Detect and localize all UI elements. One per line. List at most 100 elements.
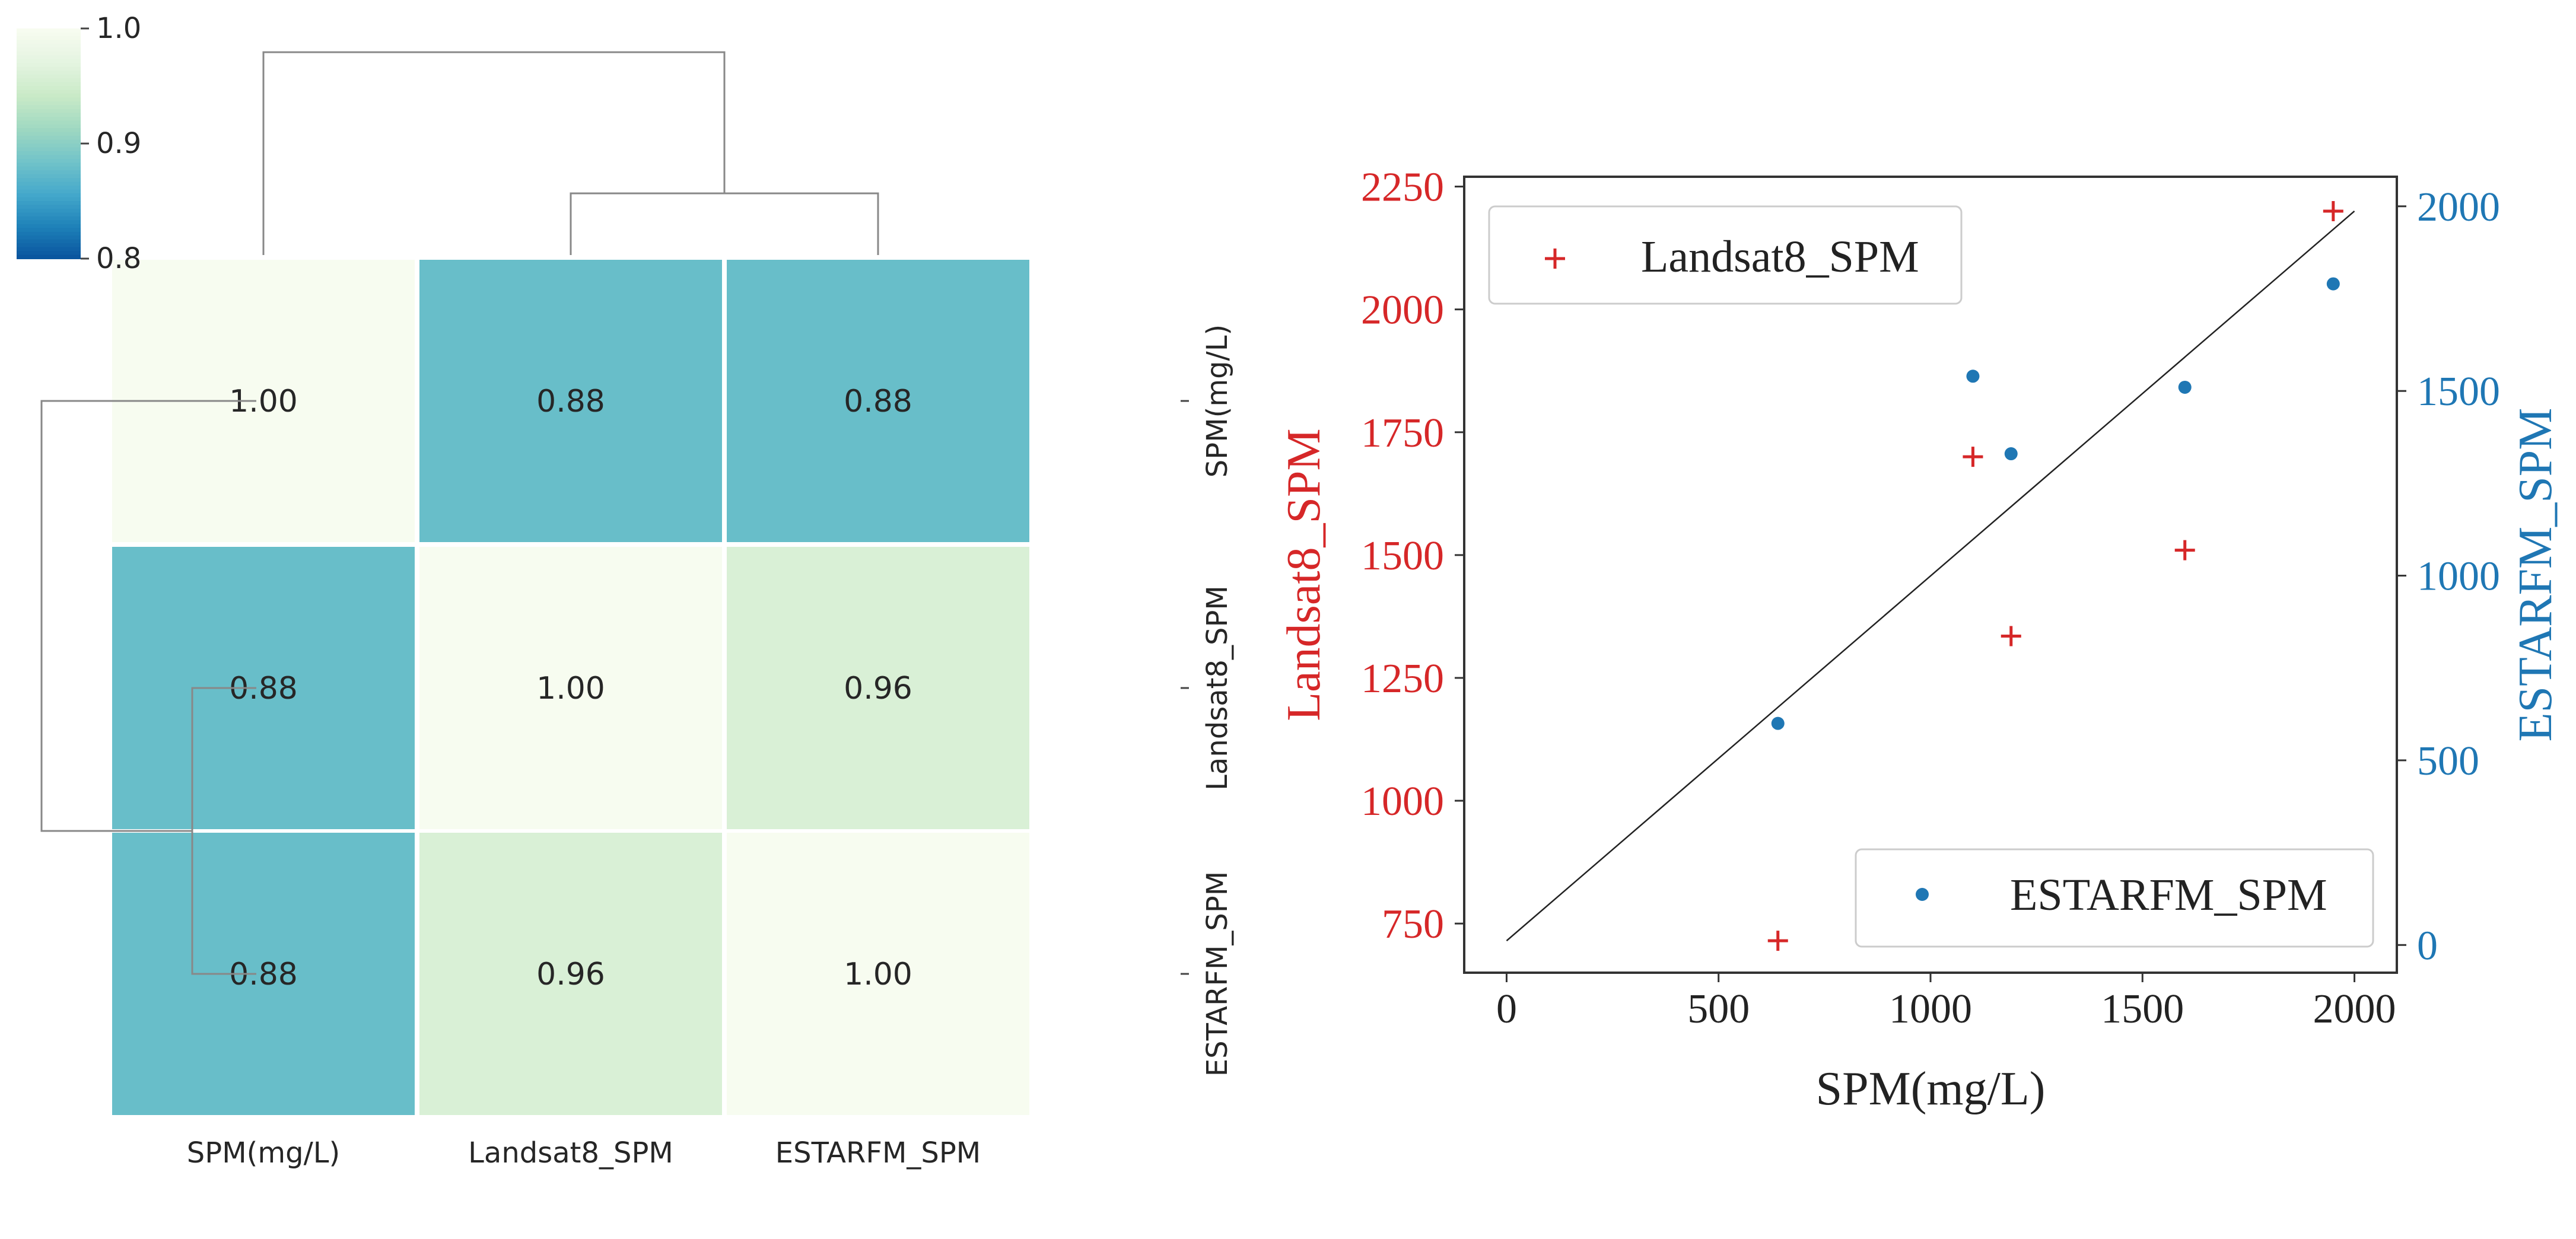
- legend-label: ESTARFM_SPM: [2010, 870, 2327, 920]
- left-dendrogram-link: [40, 400, 256, 832]
- colorbar-segment: [17, 251, 81, 256]
- x-tick-label: 0: [1496, 986, 1517, 1032]
- heatmap-x-tick-label: ESTARFM_SPM: [775, 1136, 981, 1170]
- y-left-tick-label: 1750: [1361, 410, 1444, 456]
- estarfm-point: [1771, 716, 1785, 730]
- heatmap-cell: [112, 833, 415, 1115]
- colorbar-segment: [17, 205, 81, 209]
- colorbar-segment: [17, 155, 81, 160]
- colorbar-segment: [17, 254, 81, 259]
- colorbar-segment: [17, 63, 81, 68]
- y-right-tick-label: 0: [2417, 923, 2438, 969]
- colorbar-segment: [17, 116, 81, 122]
- legend-label: Landsat8_SPM: [1641, 232, 1919, 282]
- colorbar-segment: [17, 216, 81, 221]
- colorbar-segment: [17, 220, 81, 225]
- colorbar-segment: [17, 174, 81, 179]
- y-right-tick-label: 500: [2417, 738, 2479, 784]
- colorbar-segment: [17, 74, 81, 79]
- estarfm-point: [1966, 370, 1980, 383]
- landsat8-point: [1767, 931, 1788, 951]
- y-left-tick-label: 2000: [1361, 288, 1444, 333]
- colorbar-segment: [17, 136, 81, 141]
- colorbar-segment: [17, 101, 81, 106]
- colorbar-segment: [17, 139, 81, 144]
- colorbar-segment: [17, 212, 81, 217]
- colorbar-segment: [17, 43, 81, 49]
- cell-value-label: 0.88: [844, 384, 912, 419]
- colorbar-tick-label: 0.9: [96, 127, 141, 160]
- colorbar-segment: [17, 120, 81, 125]
- colorbar-segment: [17, 235, 81, 240]
- colorbar-segment: [17, 109, 81, 114]
- fit-line: [1506, 211, 2355, 942]
- colorbar-segment: [17, 59, 81, 64]
- colorbar-segment: [17, 239, 81, 244]
- colorbar-segment: [17, 181, 81, 187]
- heatmap-cell: [727, 833, 1029, 1115]
- colorbar-segment: [17, 151, 81, 156]
- colorbar-segment: [17, 71, 81, 75]
- colorbar-segment: [17, 224, 81, 229]
- colorbar-segment: [17, 231, 81, 237]
- y-left-tick-label: 1500: [1361, 533, 1444, 579]
- estarfm-point: [2178, 380, 2192, 394]
- colorbar-segment: [17, 163, 81, 167]
- heatmap-cell: [419, 547, 722, 829]
- colorbar-segment: [17, 193, 81, 198]
- colorbar-segment: [17, 55, 81, 60]
- y-right-tick-label: 1000: [2417, 554, 2500, 600]
- y-right-axis-label: ESTARFM_SPM: [2510, 408, 2562, 742]
- colorbar-segment: [17, 158, 81, 164]
- colorbar-segment: [17, 90, 81, 94]
- landsat8-point: [2001, 626, 2021, 646]
- heatmap-y-tick-label: Landsat8_SPM: [1201, 585, 1234, 791]
- colorbar-segment: [17, 66, 81, 72]
- colorbar-segment: [17, 201, 81, 206]
- cell-value-label: 0.96: [844, 671, 912, 706]
- colorbar-segment: [17, 132, 81, 137]
- cell-value-label: 1.00: [536, 671, 605, 706]
- colorbar-segment: [17, 189, 81, 195]
- colorbar-segment: [17, 208, 81, 214]
- colorbar-segment: [17, 178, 81, 183]
- colorbar-segment: [17, 86, 81, 91]
- colorbar-segment: [17, 105, 81, 110]
- heatmap-x-tick-label: SPM(mg/L): [187, 1136, 340, 1170]
- colorbar-segment: [17, 78, 81, 83]
- legend-estarfm: ESTARFM_SPM: [1855, 848, 2374, 948]
- heatmap-cell: [727, 260, 1029, 542]
- colorbar-segment: [17, 166, 81, 171]
- colorbar-segment: [17, 32, 81, 37]
- colorbar-segment: [17, 51, 81, 56]
- y-right-tick-label: 2000: [2417, 184, 2500, 230]
- heatmap-y-tick-label: SPM(mg/L): [1201, 324, 1234, 477]
- colorbar-segment: [17, 186, 81, 190]
- colorbar-segment: [17, 243, 81, 248]
- scatter-plot: 0 500 1000 1500 2000 750 1000 1250 1500 1750 2000 2…: [1278, 165, 2562, 1115]
- heatmap-x-tick-label: Landsat8_SPM: [468, 1136, 673, 1170]
- heatmap-cell: [419, 260, 722, 542]
- colorbar-segment: [17, 247, 81, 252]
- landsat8-point: [2323, 200, 2343, 221]
- correlation-heatmap: 1.00 0.88 0.880.88 1.00 0.960.88 0.96 1.00SPM(…: [17, 12, 1234, 1170]
- colorbar-segment: [17, 93, 81, 98]
- y-right-tick-label: 1500: [2417, 369, 2500, 415]
- colorbar-segment: [17, 28, 81, 33]
- x-axis-label: SPM(mg/L): [1816, 1063, 2046, 1115]
- colorbar-segment: [17, 170, 81, 175]
- y-left-tick-label: 1250: [1361, 656, 1444, 702]
- colorbar-segment: [17, 113, 81, 117]
- heatmap-cell: [112, 547, 415, 829]
- top-dendrogram-link: [570, 192, 879, 255]
- cell-value-label: 0.96: [536, 957, 605, 992]
- colorbar-segment: [17, 82, 81, 87]
- estarfm-point: [2326, 277, 2340, 291]
- legend-marker-dot: [1916, 888, 1929, 901]
- colorbar-segment: [17, 197, 81, 202]
- heatmap-cell: [419, 833, 722, 1115]
- legend-marker-plus: [1545, 249, 1565, 269]
- cell-value-label: 1.00: [844, 957, 912, 992]
- y-left-tick-label: 750: [1382, 902, 1444, 947]
